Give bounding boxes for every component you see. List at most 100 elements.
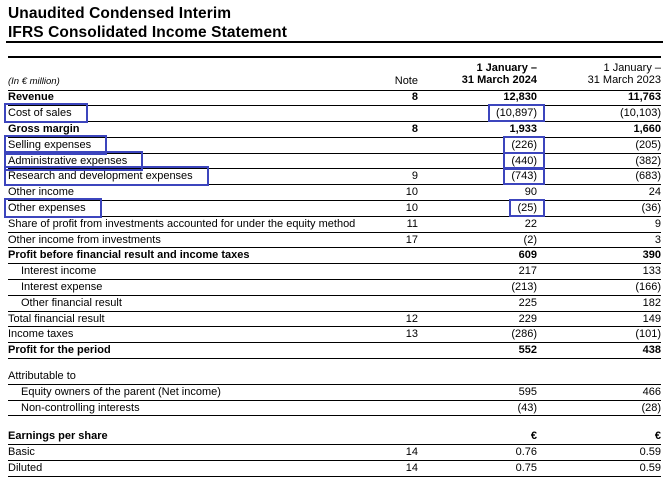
annotation-box-label: Selling expenses <box>3 134 108 155</box>
row-label: Profit before financial result and incom… <box>8 249 250 262</box>
value-2023: (683) <box>635 170 661 183</box>
row-label-cell: Other income from investments <box>8 232 360 249</box>
row-note: 9 <box>360 168 418 186</box>
row-label-cell: Research and development expenses <box>4 166 360 187</box>
row-value-2023: 182 <box>537 295 661 312</box>
table-row: Share of profit from investments account… <box>8 216 661 233</box>
row-label-cell: Basic <box>8 444 360 462</box>
value-2024: 609 <box>518 249 537 262</box>
row-label-cell: Non-controlling interests <box>8 400 360 417</box>
row-value-2024: 552 <box>418 342 537 360</box>
row-label: Income taxes <box>8 328 74 341</box>
row-value-2024: € <box>418 428 537 446</box>
table-row: Total financial result 12 229 149 <box>8 311 661 328</box>
row-value-2023: 390 <box>537 247 661 265</box>
period-2023-line2: 31 March 2023 <box>587 74 661 86</box>
annotation-box-label: Other expenses <box>4 197 102 218</box>
row-value-2024: 609 <box>418 247 537 265</box>
value-2024: (43) <box>517 401 537 414</box>
row-note: 14 <box>360 460 418 477</box>
row-label-cell: Other income <box>8 184 360 202</box>
row-note <box>360 384 418 401</box>
row-note <box>360 263 418 281</box>
row-value-2024: 12,830 <box>418 90 537 107</box>
row-note: 8 <box>360 90 418 107</box>
row-note: 11 <box>360 216 418 233</box>
value-2023: 24 <box>648 186 661 199</box>
row-value-2024: 229 <box>418 311 537 328</box>
table-row: Profit before financial result and incom… <box>8 247 661 265</box>
row-label: Other income from investments <box>8 233 161 246</box>
row-label: Non-controlling interests <box>21 401 140 414</box>
annotation-box-value: (10,897) <box>488 104 545 123</box>
row-value-2023 <box>537 368 661 385</box>
row-value-2023: 0.59 <box>537 444 661 462</box>
row-value-2023: 466 <box>537 384 661 401</box>
value-2024: € <box>530 430 537 443</box>
row-note <box>360 400 418 417</box>
value-2024: 12,830 <box>503 91 537 104</box>
value-2023: (166) <box>635 280 661 293</box>
row-value-2023: 3 <box>537 232 661 249</box>
value-2024: (2) <box>523 233 537 246</box>
row-label: Gross margin <box>8 122 80 135</box>
row-note <box>360 295 418 312</box>
row-label-cell: Equity owners of the parent (Net income) <box>8 384 360 401</box>
page-title: Unaudited Condensed Interim IFRS Consoli… <box>8 4 287 42</box>
value-2023: 438 <box>642 344 661 357</box>
row-value-2024: 217 <box>418 263 537 281</box>
value-2024: (286) <box>511 328 537 341</box>
value-2024: 552 <box>518 344 537 357</box>
table-row: Other financial result 225 182 <box>8 295 661 312</box>
table-row: Earnings per share € € <box>8 428 661 446</box>
period-2023-line1: 1 January – <box>603 61 661 74</box>
table-body: Revenue 8 12,830 11,763 Cost of sales (1… <box>3 90 661 477</box>
row-value-2024: 595 <box>418 384 537 401</box>
row-label-cell: Gross margin <box>8 121 360 138</box>
row-label-cell: Income taxes <box>8 326 360 344</box>
table-row: Diluted 14 0.75 0.59 <box>8 460 661 477</box>
row-label-cell: Earnings per share <box>8 428 360 446</box>
row-label: Interest expense <box>21 280 103 293</box>
row-value-2024: 22 <box>418 216 537 233</box>
table-row: Basic 14 0.76 0.59 <box>8 444 661 462</box>
row-label-cell: Profit for the period <box>8 342 360 360</box>
row-label: Profit for the period <box>8 344 111 357</box>
table-row: Administrative expenses (440) (382) <box>3 150 661 171</box>
header-row: (In € million) Note 1 January – 31 March… <box>8 57 661 91</box>
row-label: Attributable to <box>8 369 76 382</box>
value-2023: 182 <box>642 296 661 309</box>
value-2023: (28) <box>641 401 661 414</box>
row-label: Basic <box>8 446 35 459</box>
row-value-2024: 1,933 <box>418 121 537 138</box>
table-row: Profit for the period 552 438 <box>8 342 661 360</box>
page-title-line1: Unaudited Condensed Interim <box>8 5 232 22</box>
row-value-2023: € <box>537 428 661 446</box>
row-value-2023: (101) <box>537 326 661 344</box>
spacer-row <box>8 359 661 369</box>
table-row: Revenue 8 12,830 11,763 <box>8 90 661 107</box>
row-value-2023: 9 <box>537 216 661 233</box>
value-2023: 1,660 <box>633 122 661 135</box>
row-note: 10 <box>360 184 418 202</box>
row-note: 13 <box>360 326 418 344</box>
row-note: 10 <box>360 200 418 217</box>
row-note: 8 <box>360 121 418 138</box>
row-label-cell: Interest expense <box>8 279 360 296</box>
value-2024: 229 <box>518 312 537 325</box>
row-note <box>360 368 418 385</box>
value-2024: 225 <box>518 296 537 309</box>
row-value-2023: 24 <box>537 184 661 202</box>
row-value-2023: 149 <box>537 311 661 328</box>
value-2023: 133 <box>642 265 661 278</box>
row-value-2024 <box>418 368 537 385</box>
value-2023: 0.59 <box>639 446 661 459</box>
table-row: Gross margin 8 1,933 1,660 <box>8 121 661 138</box>
row-value-2023: (166) <box>537 279 661 296</box>
row-value-2024: 0.75 <box>418 460 537 477</box>
row-value-2023: (10,103) <box>537 105 661 123</box>
row-value-2023: 1,660 <box>537 121 661 138</box>
row-label-cell: Administrative expenses <box>3 150 360 171</box>
annotation-box-label: Cost of sales <box>4 103 88 124</box>
row-value-2023: (36) <box>537 200 661 217</box>
